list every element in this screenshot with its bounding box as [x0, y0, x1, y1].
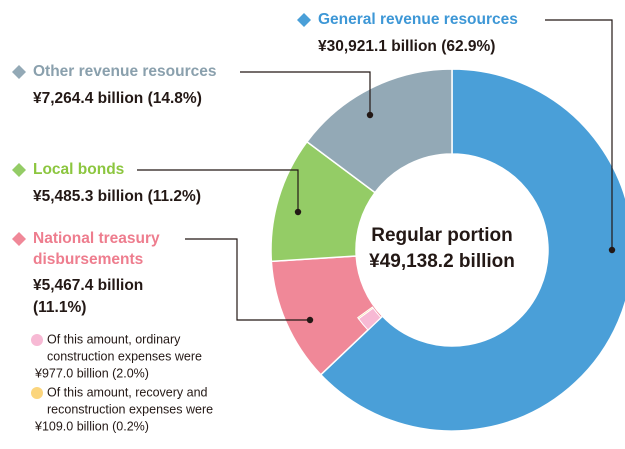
- sub-note: Of this amount, ordinary: [47, 332, 181, 346]
- leader-line: [240, 71, 371, 115]
- leader-dot: [294, 208, 302, 216]
- sub-note: construction expenses were: [47, 349, 202, 363]
- legend-name: National treasury: [33, 230, 160, 247]
- sub-note: Of this amount, recovery and: [47, 385, 208, 399]
- sub-segment: [357, 306, 374, 320]
- value-label: (11.1%): [33, 299, 86, 316]
- value-label: ¥30,921.1 billion (62.9%): [318, 38, 495, 55]
- donut-segment: [319, 68, 625, 432]
- value-label: ¥5,485.3 billion (11.2%): [33, 188, 201, 205]
- value-label: ¥5,467.4 billion: [33, 277, 143, 294]
- legend-diamond: [12, 65, 26, 79]
- legend-name: Other revenue resources: [33, 63, 217, 80]
- leader-dot: [608, 246, 616, 254]
- sub-note: ¥109.0 billion (0.2%): [34, 419, 149, 433]
- legend-diamond: [12, 163, 26, 177]
- leader-dot: [366, 111, 374, 119]
- leader-line: [137, 169, 299, 212]
- sub-bullet: [31, 387, 43, 399]
- sub-note: reconstruction expenses were: [47, 402, 213, 416]
- legend-diamond: [12, 232, 26, 246]
- value-label: ¥7,264.4 billion (14.8%): [33, 90, 202, 107]
- center-text: ¥49,138.2 billion: [369, 251, 515, 272]
- donut-segment: [305, 68, 453, 194]
- legend-name: General revenue resources: [318, 11, 518, 28]
- sub-bullet: [31, 334, 43, 346]
- sub-note: ¥977.0 billion (2.0%): [34, 366, 149, 380]
- leader-dot: [306, 316, 314, 324]
- legend-name: Local bonds: [33, 161, 124, 178]
- legend-diamond: [297, 13, 311, 27]
- leader-line: [185, 238, 310, 321]
- leader-line: [545, 19, 613, 250]
- center-text: Regular portion: [371, 225, 512, 246]
- legend-name: disbursements: [33, 251, 143, 268]
